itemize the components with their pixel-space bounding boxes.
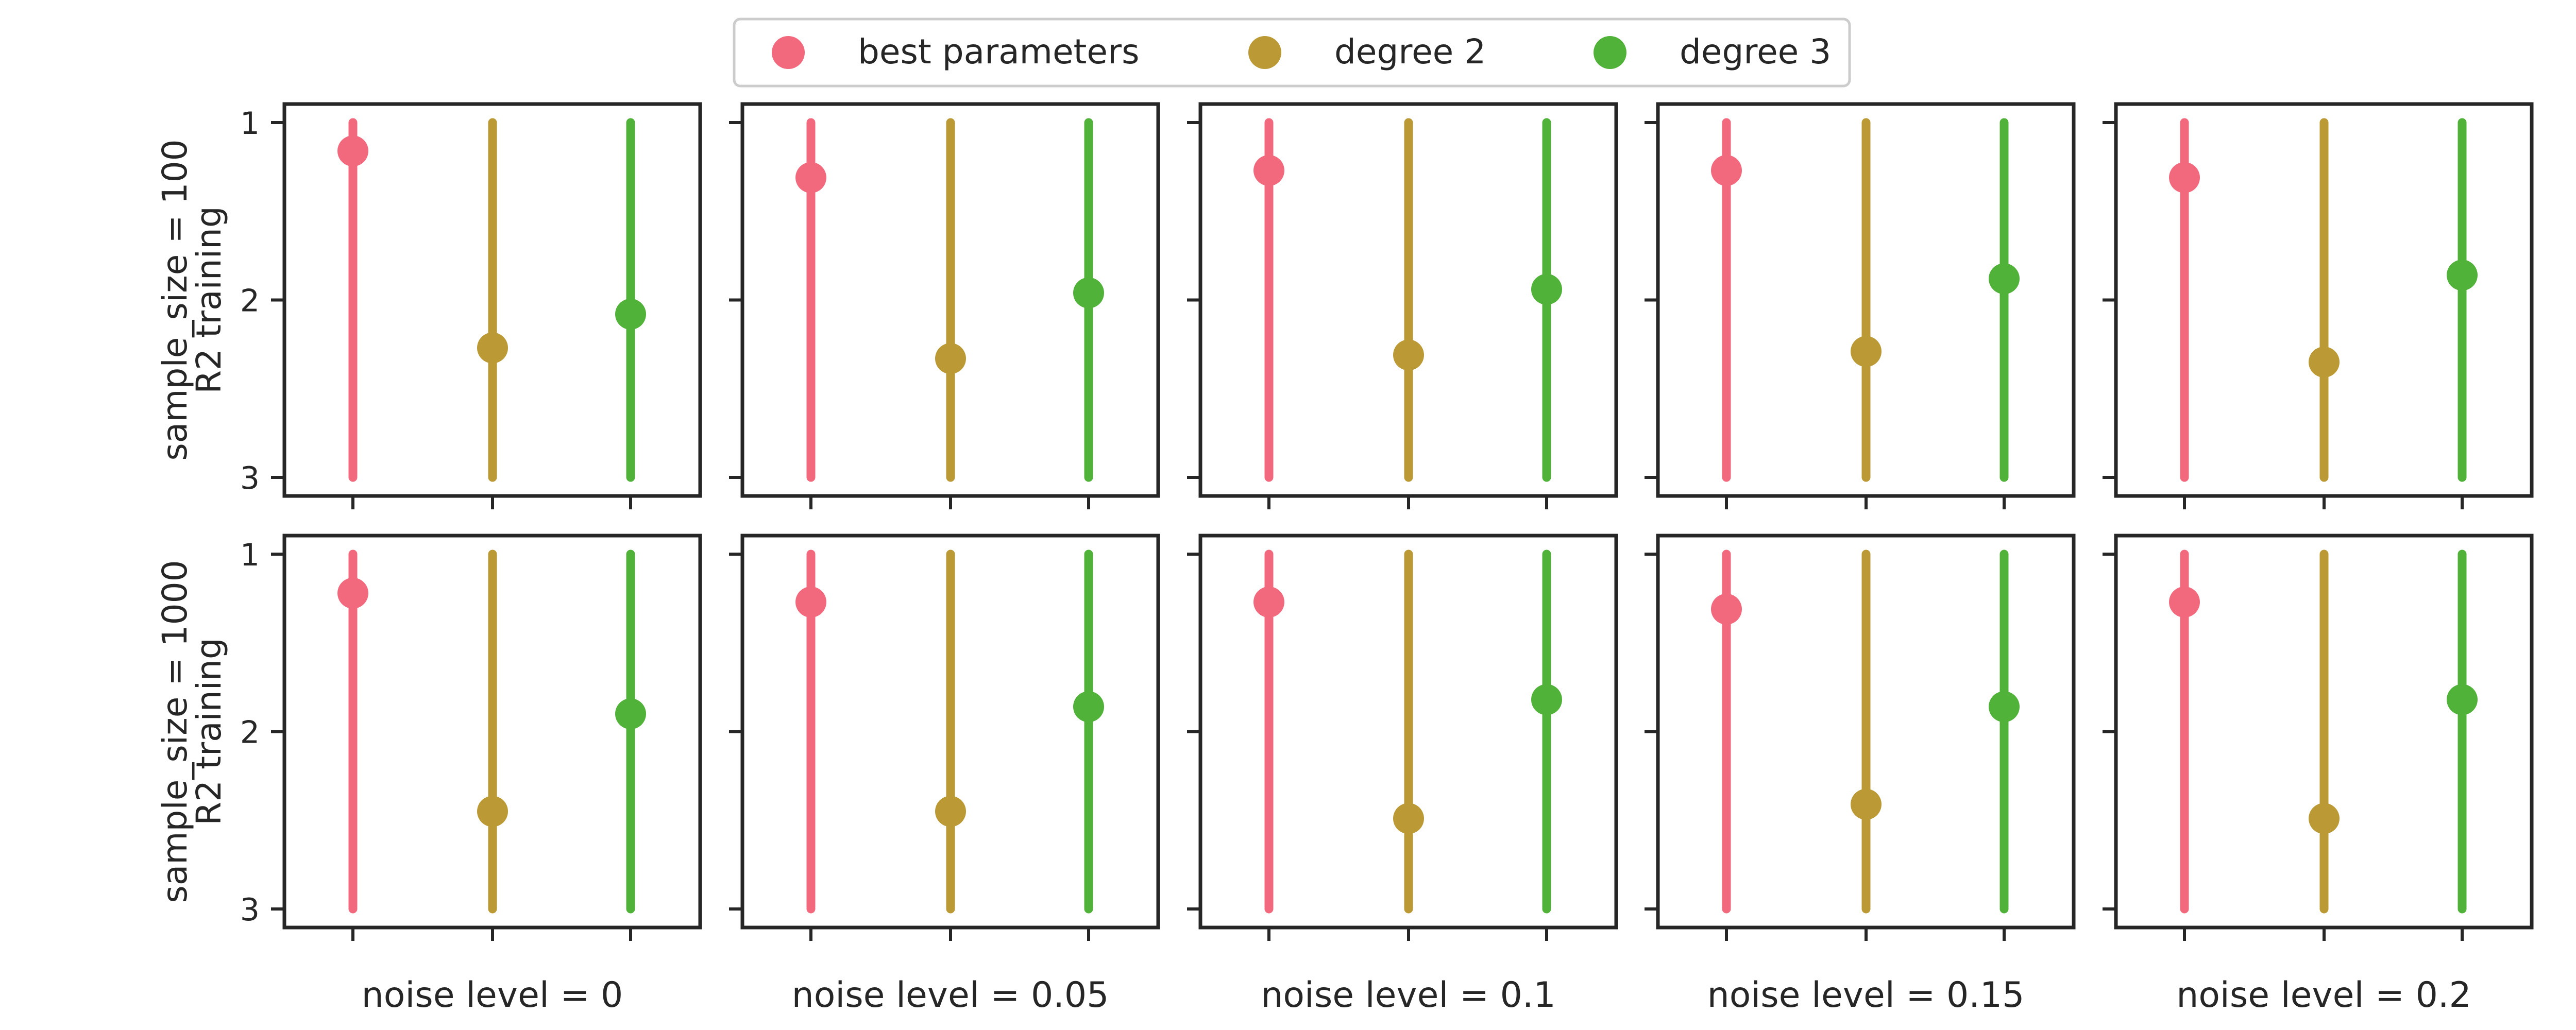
panel-r2-c4 — [1645, 534, 2076, 941]
row-label-line: sample_size = 1000 — [155, 560, 195, 903]
mean-point-best-parameters — [795, 162, 826, 193]
panel-r1-c2 — [729, 102, 1160, 509]
mean-point-degree-2 — [1851, 336, 1882, 367]
mean-point-degree-3 — [1989, 691, 2020, 723]
mean-point-degree-2 — [477, 332, 508, 364]
mean-point-degree-3 — [2447, 684, 2478, 715]
column-labels: noise level = 0 noise level = 0.05 noise l… — [362, 975, 2471, 1016]
mean-point-degree-2 — [2309, 347, 2340, 378]
mean-point-best-parameters — [1711, 593, 1742, 625]
mean-point-best-parameters — [2169, 162, 2200, 193]
column-label: noise level = 0.2 — [2176, 975, 2471, 1016]
row-label-line: R2 training — [189, 638, 229, 826]
y-tick-label: 3 — [240, 460, 260, 496]
mean-point-best-parameters — [795, 587, 826, 618]
mean-point-best-parameters — [2169, 587, 2200, 618]
panels: 1 2 3 1 2 3 — [240, 102, 2534, 941]
mean-point-degree-3 — [1073, 691, 1104, 723]
mean-point-best-parameters — [1711, 155, 1742, 186]
legend-frame — [733, 18, 1851, 88]
mean-point-best-parameters — [1253, 155, 1284, 186]
y-tick-label: 1 — [240, 106, 260, 142]
y-tick-label: 2 — [240, 283, 260, 319]
row-labels: sample_size = 100R2 trainingsample_size … — [155, 139, 229, 903]
panel-r2-c1: 1 2 3 — [240, 534, 702, 941]
legend-marker-degree-3 — [1594, 36, 1626, 69]
row-label-line: sample_size = 100 — [155, 139, 195, 460]
mean-point-degree-2 — [1393, 803, 1424, 834]
panel-r1-c1: 1 2 3 — [240, 102, 702, 509]
panel-r2-c3 — [1187, 534, 1618, 941]
mean-point-best-parameters — [337, 577, 368, 609]
panel-r2-c2 — [729, 534, 1160, 941]
legend-label: best parameters — [858, 32, 1140, 72]
mean-point-degree-3 — [1531, 684, 1562, 715]
mean-point-degree-3 — [1531, 273, 1562, 305]
mean-point-degree-3 — [1989, 263, 2020, 295]
panel-r1-c3 — [1187, 102, 1618, 509]
column-label: noise level = 0.05 — [792, 975, 1109, 1016]
mean-point-degree-3 — [2447, 260, 2478, 291]
legend: best parameters degree 2 degree 3 — [733, 18, 1851, 88]
mean-point-degree-3 — [1073, 277, 1104, 308]
panel-r2-c5 — [2103, 534, 2534, 941]
panel-r1-c5 — [2103, 102, 2534, 509]
mean-point-degree-3 — [615, 698, 646, 730]
row-label: sample_size = 1000R2 training — [155, 560, 229, 903]
legend-label: degree 3 — [1680, 32, 1831, 72]
y-tick-label: 1 — [240, 537, 260, 573]
y-tick-label: 2 — [240, 715, 260, 751]
y-tick-label: 3 — [240, 892, 260, 928]
mean-point-degree-2 — [477, 796, 508, 827]
column-label: noise level = 0.1 — [1261, 975, 1556, 1016]
legend-marker-best-parameters — [772, 36, 805, 69]
mean-point-degree-2 — [935, 343, 966, 374]
legend-label: degree 2 — [1334, 32, 1486, 72]
row-label: sample_size = 100R2 training — [155, 139, 229, 460]
mean-point-degree-2 — [1851, 788, 1882, 820]
panel-r1-c4 — [1645, 102, 2076, 509]
column-label: noise level = 0.15 — [1707, 975, 2025, 1016]
mean-point-degree-2 — [1393, 339, 1424, 371]
row-label-line: R2 training — [189, 206, 229, 394]
mean-point-best-parameters — [337, 135, 368, 167]
legend-marker-degree-2 — [1248, 36, 1281, 69]
mean-point-degree-2 — [2309, 803, 2340, 834]
mean-point-best-parameters — [1253, 587, 1284, 618]
mean-point-degree-3 — [615, 299, 646, 330]
mean-point-degree-2 — [935, 796, 966, 827]
column-label: noise level = 0 — [362, 975, 623, 1016]
